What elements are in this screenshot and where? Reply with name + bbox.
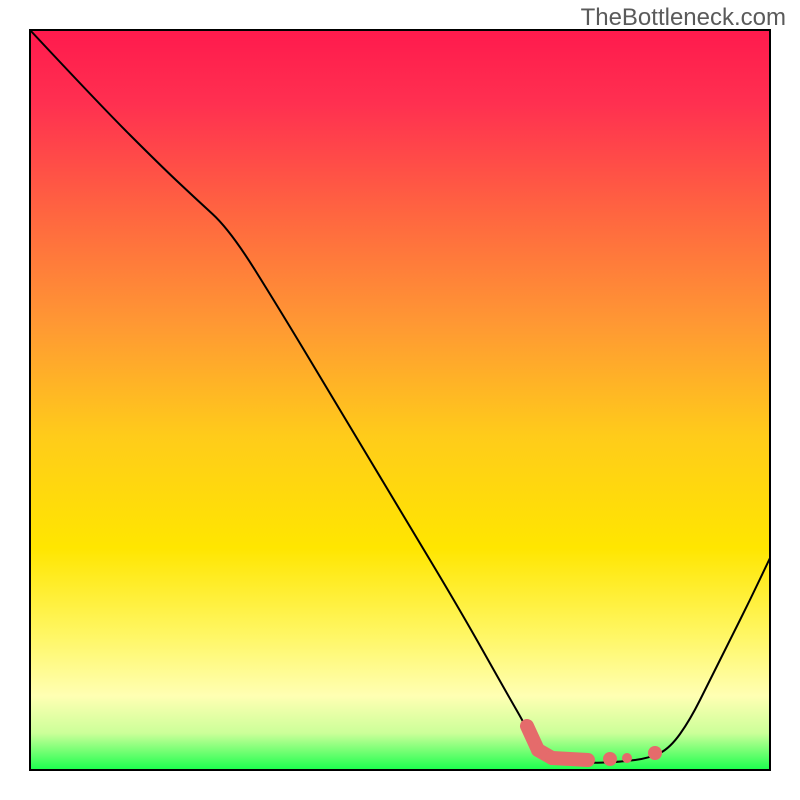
- marker-segment: [552, 758, 588, 760]
- chart-container: TheBottleneck.com: [0, 0, 800, 800]
- marker-dot: [603, 752, 617, 766]
- marker-dot: [648, 746, 662, 760]
- gradient-background: [30, 30, 770, 770]
- bottleneck-chart: [0, 0, 800, 800]
- marker-dot: [622, 753, 632, 763]
